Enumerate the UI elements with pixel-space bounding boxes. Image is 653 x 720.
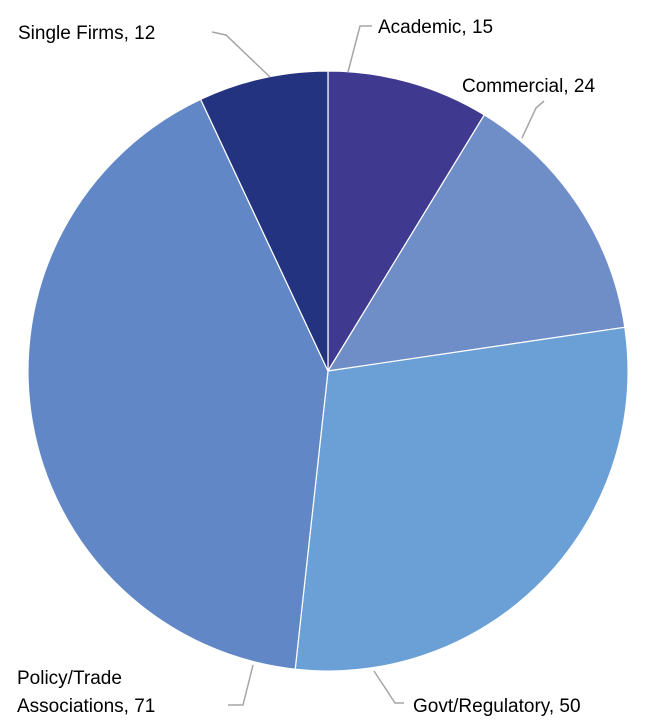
pie-slice-single-firms	[199, 70, 329, 372]
data-label-policy-trade-line1: Policy/Trade	[17, 668, 122, 689]
leader-lines	[211, 25, 545, 706]
pie-slice-academic	[327, 70, 486, 374]
data-label-policy-trade-line2: Associations, 71	[17, 696, 155, 717]
pie-slice-govt-regulatory	[294, 326, 629, 672]
pie-slice-commercial	[326, 114, 626, 372]
leader-line-commercial	[521, 100, 545, 139]
pie-slice-policy-trade-associations	[27, 98, 329, 670]
data-label-govt-regulatory: Govt/Regulatory, 50	[413, 696, 581, 717]
data-labels: Academic, 15 Commercial, 24 Govt/Regulat…	[17, 17, 595, 717]
leader-line-academic	[347, 25, 372, 73]
data-label-single-firms: Single Firms, 12	[18, 23, 155, 44]
leader-line-single-firms	[211, 31, 271, 78]
pie-slices	[27, 70, 629, 672]
leader-line-policy-trade	[228, 664, 254, 706]
data-label-academic: Academic, 15	[378, 17, 493, 38]
leader-line-govt-regulatory	[373, 670, 404, 704]
data-label-commercial: Commercial, 24	[462, 76, 595, 97]
